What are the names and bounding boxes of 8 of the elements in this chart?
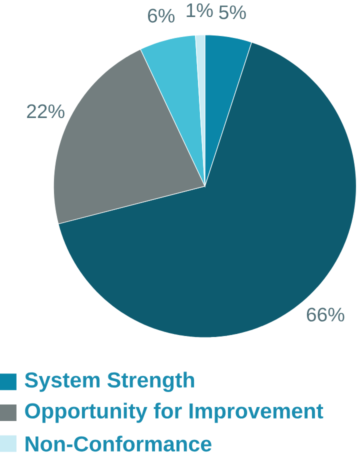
legend-label: Opportunity for Improvement [25, 402, 324, 423]
legend-label: System Strength [25, 372, 194, 392]
data-label: 6% [148, 8, 175, 23]
data-label: 66% [307, 308, 344, 322]
data-label: 22% [27, 104, 65, 118]
legend-label: Non-Conformance [26, 436, 212, 452]
data-label: 5% [219, 5, 246, 20]
data-label: 1% [186, 3, 213, 18]
